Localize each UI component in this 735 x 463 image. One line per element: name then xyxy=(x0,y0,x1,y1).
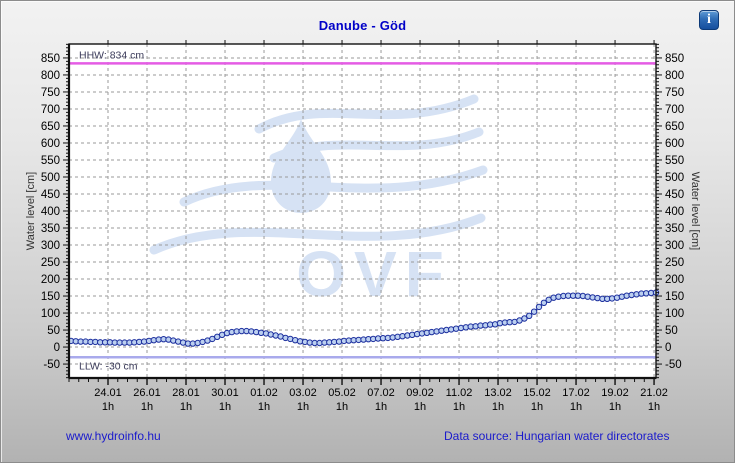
y-axis-tick-label-left: 650 xyxy=(41,121,60,133)
x-axis-date-label: 17.02 xyxy=(562,387,590,399)
y-axis-tick-label-left: 750 xyxy=(41,87,60,99)
x-axis-interval-label: 1h xyxy=(141,401,153,413)
x-axis-interval-label: 1h xyxy=(297,401,309,413)
y-axis-tick-label-left: 400 xyxy=(41,206,60,218)
y-axis-tick-label-right: 700 xyxy=(665,104,684,116)
x-axis-date-label: 11.02 xyxy=(446,387,473,399)
x-axis-interval-label: 1h xyxy=(219,401,231,413)
data-point xyxy=(521,315,528,322)
y-axis-tick-label-left: 450 xyxy=(41,189,60,201)
x-axis-date-label: 30.01 xyxy=(211,387,239,399)
y-axis-tick-label-right: 450 xyxy=(665,189,684,201)
x-axis-date-label: 21.02 xyxy=(640,387,668,399)
info-icon: i xyxy=(707,12,711,27)
x-axis-date-label: 09.02 xyxy=(406,387,434,399)
y-axis-tick-label-right: -50 xyxy=(665,359,682,371)
y-axis-tick-label-right: 850 xyxy=(665,53,684,65)
y-axis-tick-label-left: 300 xyxy=(41,240,60,252)
x-axis-interval-label: 1h xyxy=(531,401,543,413)
x-axis-interval-label: 1h xyxy=(180,401,192,413)
x-axis-date-label: 07.02 xyxy=(367,387,395,399)
y-axis-tick-label-right: 150 xyxy=(665,291,684,303)
y-axis-tick-label-left: 0 xyxy=(54,342,60,354)
watermark-wave-icon xyxy=(149,213,486,255)
x-axis-interval-label: 1h xyxy=(414,401,426,413)
data-point xyxy=(540,299,548,306)
y-axis-tick-label-right: 350 xyxy=(665,223,684,235)
x-axis-date-label: 19.02 xyxy=(601,387,629,399)
y-axis-tick-label-right: 250 xyxy=(665,257,684,269)
reference-label-hhw: HHW: 834 cm xyxy=(79,49,144,61)
hydroinfo-link[interactable]: www.hydroinfo.hu xyxy=(66,429,161,443)
y-axis-tick-label-right: 300 xyxy=(665,240,684,252)
x-axis-interval-label: 1h xyxy=(375,401,387,413)
data-point xyxy=(535,303,543,311)
watermark-wave-icon xyxy=(269,127,484,163)
x-axis-interval-label: 1h xyxy=(609,401,621,413)
data-source-text: Data source: Hungarian water directorate… xyxy=(444,429,670,443)
y-axis-tick-label-right: 500 xyxy=(665,172,684,184)
y-axis-tick-label-left: 600 xyxy=(41,138,60,150)
y-axis-title-right: Water level [cm] xyxy=(689,171,701,251)
y-axis-tick-label-left: 550 xyxy=(41,155,60,167)
x-axis-date-label: 03.02 xyxy=(289,387,317,399)
y-axis-tick-label-left: 350 xyxy=(41,223,60,235)
y-axis-tick-label-right: 800 xyxy=(665,70,684,82)
x-axis-interval-label: 1h xyxy=(258,401,270,413)
y-axis-tick-label-right: 550 xyxy=(665,155,684,167)
y-axis-tick-label-left: 850 xyxy=(41,53,60,65)
chart-title: Danube - Göd xyxy=(318,18,407,33)
y-axis-tick-label-right: 0 xyxy=(665,342,671,354)
x-axis-interval-label: 1h xyxy=(570,401,582,413)
x-axis-date-label: 28.01 xyxy=(172,387,200,399)
y-axis-tick-label-right: 650 xyxy=(665,121,684,133)
info-button[interactable]: i xyxy=(699,10,719,30)
x-axis-date-label: 26.01 xyxy=(133,387,161,399)
y-axis-tick-label-right: 400 xyxy=(665,206,684,218)
data-point xyxy=(530,308,538,315)
watermark-wave-icon xyxy=(179,165,488,207)
y-axis-tick-label-left: 150 xyxy=(41,291,60,303)
y-axis-tick-label-right: 600 xyxy=(665,138,684,150)
x-axis-date-label: 13.02 xyxy=(484,387,512,399)
x-axis-interval-label: 1h xyxy=(492,401,504,413)
x-axis-interval-label: 1h xyxy=(648,401,660,413)
x-axis-interval-label: 1h xyxy=(102,401,114,413)
y-axis-tick-label-right: 50 xyxy=(665,325,678,337)
y-axis-tick-label-left: 50 xyxy=(47,325,60,337)
x-axis-date-label: 15.02 xyxy=(523,387,551,399)
watermark-text: OVF xyxy=(296,238,452,310)
y-axis-tick-label-right: 200 xyxy=(665,274,684,286)
y-axis-title-left: Water level [cm] xyxy=(25,171,37,251)
y-axis-tick-label-left: 800 xyxy=(41,70,60,82)
y-axis-tick-label-right: 100 xyxy=(665,308,684,320)
x-axis-interval-label: 1h xyxy=(336,401,348,413)
data-point xyxy=(526,312,533,319)
y-axis-tick-label-left: 250 xyxy=(41,257,60,269)
y-axis-tick-label-right: 750 xyxy=(665,87,684,99)
y-axis-tick-label-left: 100 xyxy=(41,308,60,320)
water-level-chart: OVF HHW: 834 cm LLW: -30 cm -50 -50 0 0 50 50 100… xyxy=(41,40,684,413)
reference-label-llw: LLW: -30 cm xyxy=(79,360,138,372)
x-axis-date-label: 05.02 xyxy=(328,387,356,399)
y-axis-tick-label-left: -50 xyxy=(43,359,60,371)
y-axis-tick-label-left: 700 xyxy=(41,104,60,116)
y-axis-tick-label-left: 500 xyxy=(41,172,60,184)
x-axis-date-label: 01.02 xyxy=(250,387,278,399)
y-axis-tick-label-left: 200 xyxy=(41,274,60,286)
x-axis-interval-label: 1h xyxy=(453,401,465,413)
x-axis-date-label: 24.01 xyxy=(94,387,122,399)
